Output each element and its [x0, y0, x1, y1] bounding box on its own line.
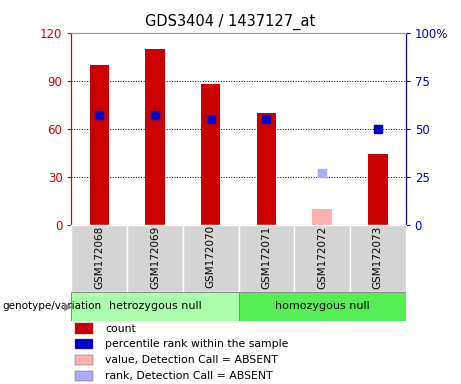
Text: value, Detection Call = ABSENT: value, Detection Call = ABSENT	[105, 355, 278, 365]
Bar	[89, 65, 109, 225]
Bar	[294, 225, 350, 292]
Text: GDS3404 / 1437127_at: GDS3404 / 1437127_at	[145, 13, 316, 30]
Bar	[183, 225, 238, 292]
Text: GSM172069: GSM172069	[150, 225, 160, 288]
Text: GSM172071: GSM172071	[261, 225, 272, 288]
Bar	[238, 225, 294, 292]
Text: ▶: ▶	[64, 301, 72, 311]
Bar	[313, 209, 332, 225]
Text: percentile rank within the sample: percentile rank within the sample	[105, 339, 288, 349]
Bar	[75, 371, 93, 381]
Bar	[201, 84, 220, 225]
Text: genotype/variation: genotype/variation	[2, 301, 101, 311]
Bar	[127, 225, 183, 292]
Text: hetrozygous null: hetrozygous null	[109, 301, 201, 311]
Bar	[71, 225, 127, 292]
Bar	[75, 355, 93, 365]
Text: GSM172072: GSM172072	[317, 225, 327, 288]
Text: homozygous null: homozygous null	[275, 301, 370, 311]
Bar	[75, 323, 93, 334]
Bar	[71, 292, 239, 321]
Bar	[368, 154, 388, 225]
Text: GSM172073: GSM172073	[373, 225, 383, 288]
Bar	[238, 292, 406, 321]
Text: GSM172068: GSM172068	[95, 225, 104, 288]
Bar	[75, 339, 93, 349]
Bar	[145, 49, 165, 225]
Text: count: count	[105, 324, 136, 334]
Text: rank, Detection Call = ABSENT: rank, Detection Call = ABSENT	[105, 371, 272, 381]
Bar	[350, 225, 406, 292]
Bar	[257, 113, 276, 225]
Text: GSM172070: GSM172070	[206, 225, 216, 288]
